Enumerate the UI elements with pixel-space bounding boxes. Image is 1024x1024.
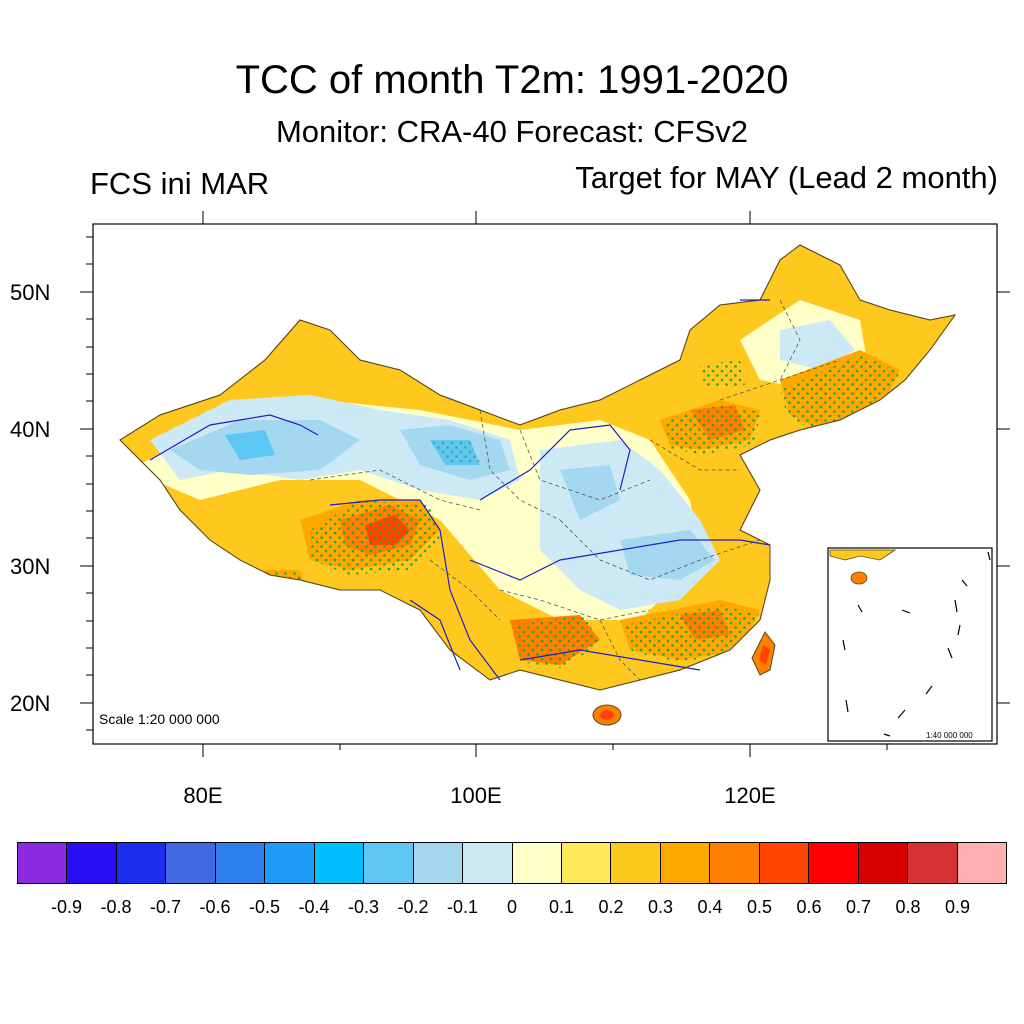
colorbar-swatch [463, 843, 513, 883]
colorbar-tick-label: -0.3 [347, 897, 380, 917]
hainan-core [600, 710, 614, 720]
colorbar-tick-label: 0.6 [796, 897, 822, 917]
colorbar-swatch [265, 843, 315, 883]
map-scale-label: Scale 1:20 000 000 [99, 711, 220, 727]
forecast-init-label: FCS ini MAR [90, 166, 270, 201]
colorbar-swatch [759, 843, 810, 883]
colorbar-tick-label: 0 [506, 897, 518, 917]
colorbar-swatch [116, 843, 167, 883]
taiwan-core [759, 645, 770, 665]
colorbar-swatch [660, 843, 711, 883]
colorbar-tick-label: -0.6 [199, 897, 231, 917]
colorbar-tick-label: 0.4 [697, 897, 723, 917]
lat-label-40n: 40N [10, 417, 50, 442]
lat-label-30n: 30N [10, 554, 50, 579]
colorbar-swatch [957, 843, 1007, 883]
colorbar-tick-label: -0.8 [100, 897, 132, 917]
colorbar-swatch [908, 843, 958, 883]
subtitle: Monitor: CRA-40 Forecast: CFSv2 [275, 114, 749, 149]
colorbar-tick-label: -0.7 [149, 897, 182, 917]
colorbar-swatch [512, 843, 562, 883]
colorbar-tick-label: 0.9 [944, 897, 971, 917]
colorbar-swatch [611, 843, 661, 883]
colorbar-tick-label: -0.4 [298, 897, 330, 917]
colorbar-tick-label: -0.1 [446, 897, 479, 917]
colorbar-swatch [858, 843, 909, 883]
colorbar-swatch [561, 843, 612, 883]
province-boundaries [309, 299, 841, 681]
colorbar-swatch [215, 843, 266, 883]
colorbar-swatch [314, 843, 365, 883]
lon-label-120e: 120E [724, 783, 775, 808]
colorbar-swatch [18, 843, 68, 883]
colorbar-tick-label: 0.1 [548, 897, 575, 917]
lat-label-20n: 20N [10, 691, 50, 716]
page-title: TCC of month T2m: 1991-2020 [235, 58, 789, 102]
rivers [149, 299, 771, 681]
colorbar-swatch [364, 843, 414, 883]
colorbar-tick-label: 0.8 [895, 897, 921, 917]
colorbar-tick-label: 0.5 [746, 897, 773, 917]
colorbar-tick-label: 0.3 [647, 897, 674, 917]
colorbar-swatch [413, 843, 464, 883]
colorbar [17, 842, 1007, 884]
colorbar-swatch [67, 843, 117, 883]
colorbar-labels: -0.9 -0.8 -0.7 -0.6 -0.5 -0.4 -0.3 -0.2 -0.1 0 0.1… [17, 897, 1007, 921]
colorbar-tick-label: -0.5 [248, 897, 281, 917]
lon-label-80e: 80E [183, 783, 222, 808]
lon-label-100e: 100E [450, 783, 501, 808]
south-china-sea-inset [827, 547, 993, 742]
colorbar-tick-label: 0.7 [845, 897, 872, 917]
colorbar-swatch [710, 843, 760, 883]
colorbar-tick-label: -0.9 [50, 897, 83, 917]
axis-ticks [80, 211, 1010, 757]
inset-scale-label: 1:40 000 000 [926, 731, 973, 740]
colorbar-swatch [809, 843, 859, 883]
lat-label-50n: 50N [10, 280, 50, 305]
target-label: Target for MAY (Lead 2 month) [575, 160, 998, 195]
colorbar-tick-label: -0.2 [397, 897, 429, 917]
colorbar-swatch [166, 843, 216, 883]
colorbar-tick-label: 0.2 [598, 897, 624, 917]
